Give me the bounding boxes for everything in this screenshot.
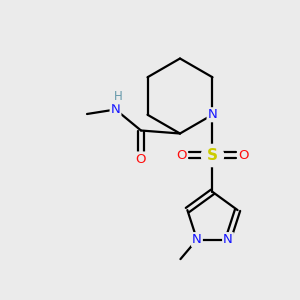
Text: O: O: [176, 149, 187, 162]
Text: N: N: [192, 233, 202, 246]
Text: N: N: [111, 103, 120, 116]
Text: O: O: [136, 152, 146, 166]
Text: H: H: [113, 90, 122, 104]
Text: O: O: [238, 149, 249, 162]
Text: S: S: [207, 148, 218, 163]
Text: N: N: [223, 233, 233, 246]
Text: N: N: [208, 108, 218, 121]
